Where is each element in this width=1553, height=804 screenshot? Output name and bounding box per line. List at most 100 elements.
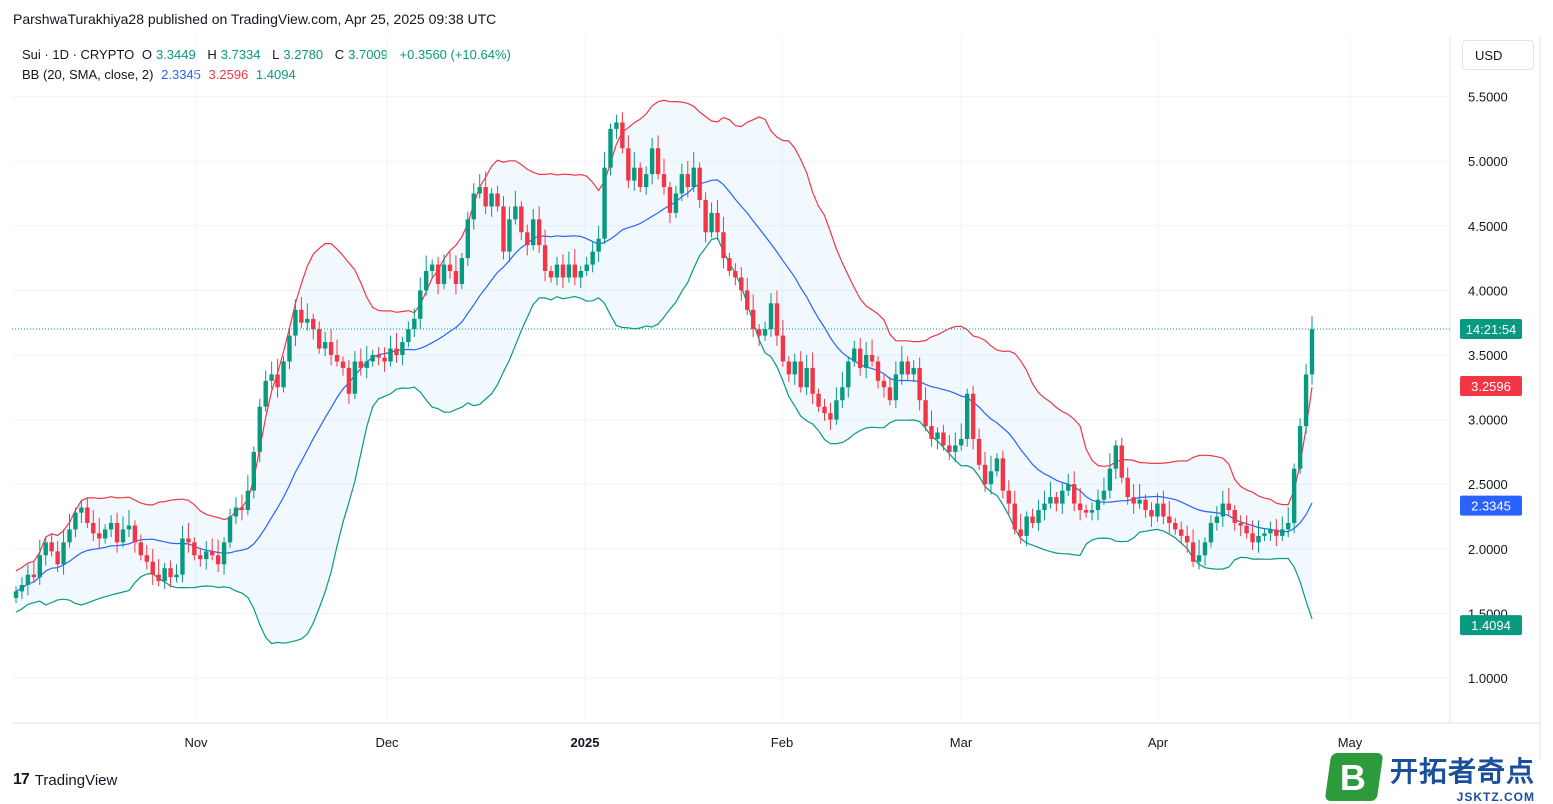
- countdown-badge: 14:21:54: [1466, 322, 1517, 337]
- candle-body: [620, 122, 625, 149]
- candle-body: [168, 568, 173, 578]
- candle-body: [982, 464, 988, 485]
- candle-body: [1137, 499, 1142, 504]
- candle-body: [857, 348, 863, 368]
- candle-body: [852, 348, 857, 362]
- candle-body: [1030, 516, 1035, 523]
- x-tick-label: Dec: [375, 735, 399, 750]
- candle-body: [424, 271, 429, 291]
- y-tick-label: 4.5000: [1468, 219, 1508, 234]
- candle-body: [400, 342, 405, 355]
- candle-body: [822, 406, 827, 414]
- candle-body: [578, 271, 583, 278]
- candle-body: [887, 387, 893, 401]
- candle-body: [923, 400, 928, 427]
- candle-body: [964, 393, 970, 439]
- candle-body: [679, 174, 685, 194]
- tradingview-logo[interactable]: 17 TradingView: [13, 771, 117, 789]
- candle-body: [1286, 522, 1291, 530]
- candle-body: [150, 561, 155, 575]
- candle-body: [281, 361, 286, 388]
- x-tick-label: Apr: [1148, 735, 1169, 750]
- candle-body: [596, 238, 601, 252]
- candle-body: [792, 361, 797, 375]
- x-tick-label: Mar: [950, 735, 973, 750]
- candle-body: [1143, 499, 1148, 511]
- candle-body: [43, 542, 48, 556]
- candle-body: [548, 271, 554, 278]
- candle-body: [667, 187, 673, 213]
- candle-body: [810, 367, 815, 394]
- candle-body: [25, 574, 31, 585]
- countdown-badge-bg: [1460, 319, 1522, 340]
- candle-body: [174, 574, 179, 578]
- candle-body: [382, 357, 387, 362]
- candle-body: [364, 361, 369, 368]
- low-value: L 3.2780: [272, 47, 324, 62]
- candle-body: [519, 206, 524, 233]
- symbol-label[interactable]: Sui · 1D · CRYPTO: [22, 47, 135, 62]
- y-tick-label: 5.0000: [1468, 154, 1508, 169]
- candle-body: [970, 393, 976, 439]
- candle-body: [1072, 484, 1077, 504]
- x-tick-label: Nov: [184, 735, 208, 750]
- candle-body: [293, 309, 298, 336]
- candle-body: [1250, 533, 1255, 543]
- candle-body: [661, 174, 667, 188]
- candle-body: [780, 335, 786, 362]
- candle-body: [180, 538, 185, 575]
- candle-body: [1066, 484, 1071, 491]
- candle-body: [1220, 503, 1226, 517]
- bb-label[interactable]: BB (20, SMA, close, 2): [22, 67, 154, 82]
- candle-body: [1077, 503, 1083, 511]
- candle-body: [144, 555, 149, 562]
- candle-body: [501, 206, 506, 252]
- open-value: O 3.3449: [141, 47, 196, 62]
- candle-body: [489, 193, 494, 207]
- candle-body: [685, 174, 690, 188]
- y-tick-label: 3.5000: [1468, 348, 1508, 363]
- candle-body: [1256, 535, 1261, 543]
- candle-body: [869, 355, 875, 362]
- bb-lower-badge-bg: [1460, 615, 1522, 636]
- candle-body: [376, 355, 381, 358]
- y-tick-label: 3.0000: [1468, 413, 1508, 428]
- candle-body: [804, 367, 809, 388]
- candle-body: [1054, 497, 1059, 504]
- currency-button[interactable]: USD: [1462, 40, 1534, 70]
- candle-body: [204, 551, 209, 560]
- candle-body: [316, 329, 322, 349]
- candle-body: [1232, 510, 1237, 523]
- candle-body: [31, 574, 37, 578]
- candle-body: [97, 533, 102, 539]
- y-tick-label: 4.0000: [1468, 283, 1508, 298]
- bb-upper-badge: 3.2596: [1471, 379, 1511, 394]
- candle-body: [590, 251, 595, 265]
- candle-body: [1042, 503, 1047, 511]
- bb-basis-badge: 2.3345: [1471, 499, 1511, 514]
- candle-body: [1173, 522, 1178, 530]
- watermark-text: 开拓者奇点: [1390, 756, 1536, 787]
- candle-body: [322, 342, 328, 349]
- candle-body: [929, 426, 934, 439]
- candle-body: [263, 380, 268, 407]
- candle-body: [911, 367, 916, 375]
- bb-fill: [16, 100, 1312, 644]
- candle-body: [67, 529, 72, 543]
- tradingview-brand: TradingView: [34, 771, 118, 789]
- candle-body: [13, 591, 19, 598]
- candle-body: [269, 374, 274, 381]
- candle-body: [346, 367, 352, 394]
- candle-body: [602, 167, 607, 239]
- y-tick-label: 5.5000: [1468, 90, 1508, 105]
- candle-body: [465, 219, 471, 259]
- high-value: H 3.7334: [207, 47, 261, 62]
- candle-body: [572, 264, 578, 278]
- candle-body: [352, 361, 358, 394]
- candle-body: [138, 542, 144, 556]
- change-value: +0.3560 (+10.64%): [399, 47, 511, 62]
- candle-body: [917, 367, 922, 401]
- candle-body: [655, 148, 661, 175]
- watermark-url: JSKTZ.COM: [1456, 790, 1536, 804]
